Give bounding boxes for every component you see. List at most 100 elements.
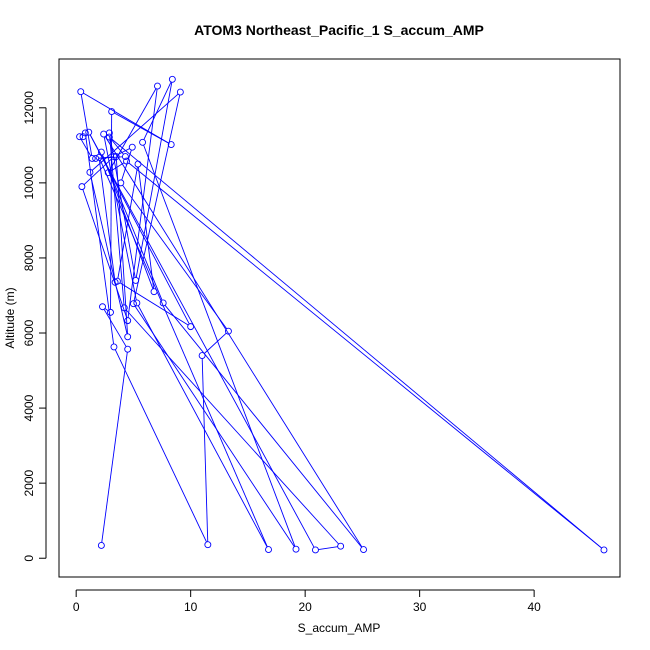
data-point [337,542,345,550]
data-point [224,327,232,335]
data-point [97,542,105,549]
series-segment [318,546,338,550]
series-segment [137,305,268,548]
data-point [100,130,108,138]
series-segment [143,144,296,547]
data-point [117,179,125,187]
data-point [124,317,132,325]
data-point [112,153,120,161]
data-point [86,168,94,176]
data-point [150,288,158,296]
data-point [129,300,137,308]
data-point [110,343,118,351]
series-segment [110,139,124,155]
series-segment [80,94,93,156]
data-point [107,308,114,316]
series-segment [103,136,137,301]
x-tick-label: 30 [413,600,427,614]
series-segment [104,136,363,548]
chart-title: ATOM3 Northeast_Pacific_1 S_accum_AMP [194,22,484,38]
data-point [133,299,141,307]
series-segment [114,349,207,543]
y-tick-label: 8000 [22,244,36,271]
series-segment [110,162,125,172]
y-tick-label: 12000 [22,91,36,125]
data-point [600,546,608,554]
series-segment [103,309,127,347]
series-segment [164,305,363,548]
series-segment [121,149,132,181]
data-point [77,88,85,96]
series-segment [109,135,125,305]
data-point [123,157,130,165]
series-segment [204,332,227,354]
data-point [95,153,103,161]
series-segment [82,189,128,318]
data-point [134,160,142,168]
x-axis-label: S_accum_AMP [298,621,381,635]
data-point [132,277,140,284]
series-segment [201,358,209,542]
series-segment [135,82,173,278]
y-tick-label: 10000 [22,166,36,200]
data-point [92,155,100,162]
x-tick-label: 20 [298,600,312,614]
data-point [110,153,118,161]
series-segment [101,154,154,290]
series-segment [128,162,602,549]
data-point [176,88,184,96]
series-segment [80,139,92,157]
y-axis: 0 2000 4000 6000 8000 10000 12000 [22,91,47,562]
data-point [76,133,84,141]
data-point [265,546,272,554]
data-point [79,133,87,141]
series-segment [143,81,172,140]
data-point [167,141,175,149]
series-segment [89,134,315,548]
series-segment [122,185,228,329]
data-point [104,169,112,177]
data-layer [76,75,608,554]
data-point [187,323,195,331]
data-point [312,546,319,554]
y-axis-label: Altitude (m) [3,287,17,348]
series-segment [83,158,113,185]
plot-frame [58,58,621,578]
series-segment [104,308,109,312]
data-point [292,545,300,553]
series-segment [111,138,602,549]
data-point [360,546,367,554]
series-segment [137,167,155,289]
y-tick-label: 0 [22,555,36,562]
data-point [81,129,89,137]
data-point [168,75,176,83]
series-segment [83,92,169,144]
data-point [85,128,93,136]
series-segment [99,160,116,280]
series-segment [133,94,181,301]
data-point [88,155,96,162]
data-point [78,183,86,191]
data-point [124,333,132,341]
data-point [139,138,147,146]
data-point [204,541,212,549]
y-tick-label: 2000 [22,469,36,496]
series-segment [134,305,295,547]
x-tick-label: 10 [184,600,198,614]
x-tick-label: 0 [73,600,80,614]
data-point [108,108,116,116]
data-point [99,303,106,311]
series-segment [91,93,179,171]
data-point [154,82,161,90]
data-point [111,278,119,286]
y-tick-label: 6000 [22,319,36,346]
data-point [128,143,136,151]
x-tick-label: 40 [527,600,541,614]
series-segment [119,282,189,326]
x-axis: 0 10 20 30 40 [73,589,541,614]
y-tick-label: 4000 [22,394,36,421]
data-point [124,345,132,353]
series-segment [99,159,268,548]
data-point [198,352,206,359]
